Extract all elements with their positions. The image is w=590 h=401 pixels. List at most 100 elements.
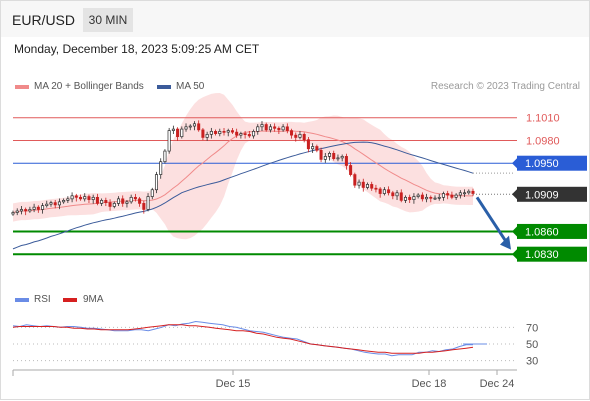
rsi-ma-legend-swatch [63,298,77,302]
pivot-level-tag [517,155,587,171]
candle-body [243,133,247,135]
candle-body [319,149,323,160]
candle-body [467,190,471,194]
candle-body [28,209,32,212]
rsi-line [12,320,473,357]
candle-body [176,128,180,138]
candle-body [387,189,391,194]
candle-body [74,195,78,198]
candle-body [412,196,416,200]
candle-body [91,196,95,200]
current-price-tag [517,186,587,202]
candle-body [49,202,53,205]
candle-body [150,189,154,197]
pivot-level-label: 1.0950 [525,158,559,170]
candle-body [112,203,116,207]
candle-body [395,192,399,197]
ma20-line [12,130,473,213]
support-level-tag-pointer [512,249,517,260]
ma50-legend-swatch [157,85,171,89]
candle-body [163,150,167,163]
pivot-level-tag-pointer [512,158,517,169]
candle-body [349,165,353,175]
candle-body [83,196,87,200]
candle-body [11,212,15,215]
candle-body [95,196,99,204]
candle-body [260,124,264,128]
candle-body [159,161,163,175]
candle-body [328,152,332,157]
time-axis-label: Dec 18 [412,378,447,390]
candle-body [273,126,277,129]
rsi-level-label: 50 [526,339,538,351]
candle-body [222,131,226,133]
candle-body [441,193,445,198]
candle-body [425,196,429,200]
candle-body [15,210,19,213]
candle-body [332,152,336,160]
candle-body [57,201,61,206]
candle-body [277,127,281,131]
current-price-label: 1.0909 [525,189,559,201]
candle-body [218,131,222,134]
support-level-tag-pointer [512,226,517,237]
candle-body [19,209,23,212]
candle-body [197,123,201,131]
time-axis-label: Dec 15 [216,378,251,390]
candle-body [336,157,340,160]
rsi-legend-label: RSI [34,294,51,305]
rsi-level-label: 30 [526,356,538,368]
candle-body [188,125,192,128]
candle-body [403,196,407,201]
timeframe-button[interactable]: 30 MIN [83,8,133,32]
candle-body [24,209,28,212]
ma50-line [12,141,474,250]
candle-body [45,203,49,207]
current-price-tag-pointer [512,189,517,200]
candle-body [70,195,74,200]
candle-body [129,196,133,203]
forecast-arrow-head [500,235,511,250]
bollinger-band-area [13,93,473,240]
candle-body [281,126,285,131]
timestamp: Monday, December 18, 2023 5:09:25 AM CET [14,42,260,56]
candle-body [214,131,218,134]
rsi-legend-swatch [15,298,29,302]
rsi-level-label: 70 [526,322,538,334]
candle-body [323,156,327,160]
time-axis-label: Dec 24 [480,378,515,390]
support-level-tag [517,246,587,262]
forecast-arrow-shaft [475,196,510,246]
candle-body [268,126,272,131]
candle-body [311,146,315,150]
candle-body [433,197,437,200]
ma50-legend-label: MA 50 [176,81,205,92]
candle-body [294,134,298,138]
candle-body [133,196,137,200]
candle-body [353,174,357,186]
copyright-text: Research © 2023 Trading Central [430,81,580,92]
candle-body [446,193,450,196]
candle-body [374,187,378,190]
symbol-label: EUR/USD [12,12,76,28]
candle-body [340,156,344,159]
candle-body [180,128,184,138]
candle-body [226,130,230,133]
candle-body [315,146,319,151]
support-level-tag [517,223,587,239]
candle-body [239,133,243,136]
candle-body [171,128,175,131]
candle-body [454,194,458,198]
rsi-ma-legend-label: 9MA [83,294,104,305]
support-level-label: 1.0830 [525,249,559,261]
candle-body [382,189,386,194]
candle-body [62,200,66,203]
candle-body [285,126,289,131]
candle-body [365,184,370,188]
candle-body [66,198,70,201]
candle-body [192,123,196,127]
candle-body [125,201,129,204]
candle-body [458,192,462,196]
